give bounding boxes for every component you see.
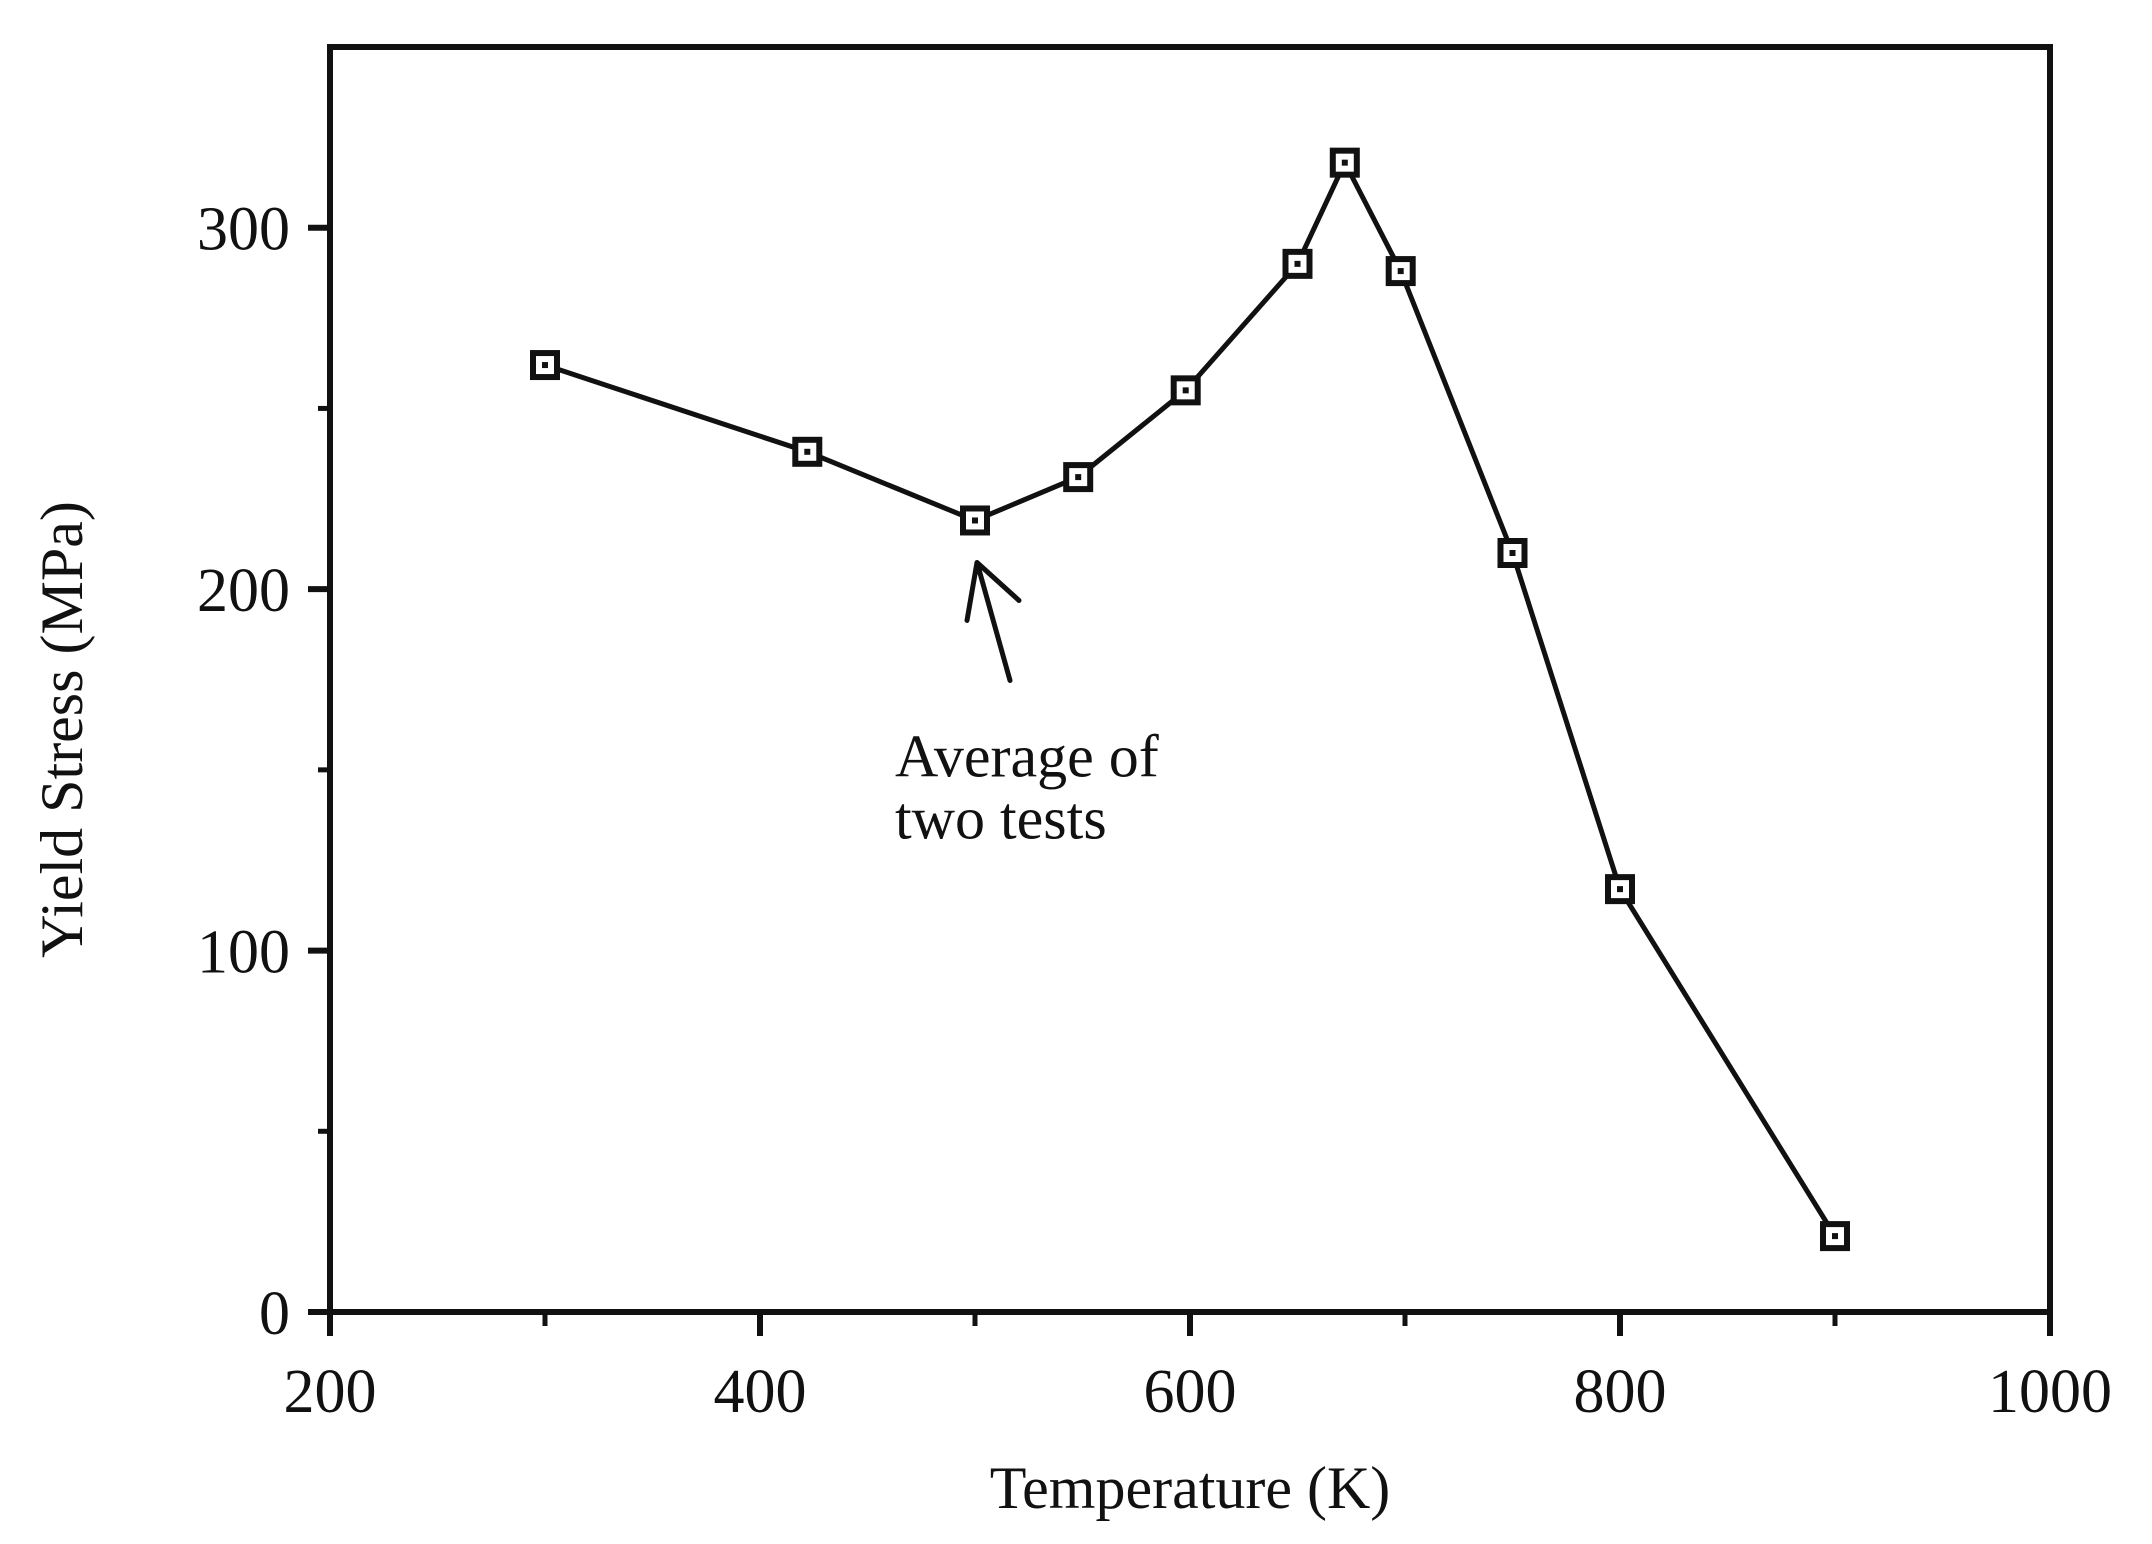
data-point: [1385, 256, 1416, 287]
data-point: [1170, 375, 1201, 406]
annotation-line-1: Average of: [895, 723, 1159, 789]
x-tick-label: 200: [284, 1358, 377, 1426]
axis-ticks: [308, 224, 2053, 1336]
data-point: [530, 350, 560, 381]
y-tick-label: 200: [197, 557, 290, 625]
annotation-line-2: two tests: [895, 785, 1107, 851]
data-point: [1282, 248, 1313, 279]
annotation-arrow: [964, 559, 1022, 683]
y-tick-label: 0: [259, 1280, 290, 1348]
x-axis-label: Temperature (K): [990, 1455, 1391, 1521]
y-tick-label: 100: [197, 919, 290, 987]
data-point: [1497, 538, 1528, 568]
y-tick-label: 300: [197, 196, 290, 264]
plot-frame: [327, 44, 2053, 1315]
data-point: [1605, 874, 1635, 905]
data-point: [960, 505, 990, 536]
data-point: [1820, 1221, 1850, 1252]
axis-tick-labels: 200 400 600 800 1000 0 100 200 300: [197, 196, 2112, 1426]
data-point: [1329, 147, 1360, 178]
y-axis-label: Yield Stress (MPa): [29, 501, 95, 958]
x-tick-label: 1000: [1988, 1358, 2112, 1426]
data-markers: [530, 147, 1850, 1252]
annotation: Average of two tests: [895, 559, 1159, 851]
x-tick-label: 400: [714, 1358, 807, 1426]
x-tick-label: 800: [1574, 1358, 1667, 1426]
data-point: [1063, 462, 1094, 493]
series-line-yield-stress: [544, 160, 1838, 1238]
data-point: [792, 436, 823, 467]
x-tick-label: 600: [1144, 1358, 1237, 1426]
